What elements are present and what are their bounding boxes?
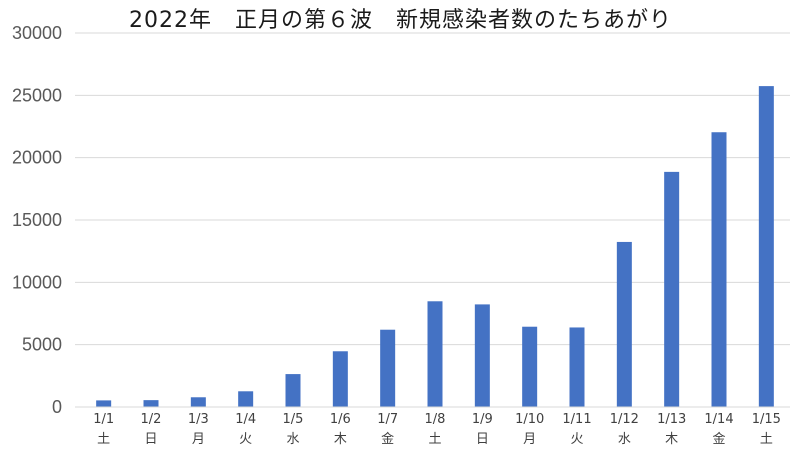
x-tick-label: 1/9 — [472, 412, 493, 427]
y-tick-label: 25000 — [12, 85, 62, 105]
chart-title: 2022年 正月の第６波 新規感染者数のたちあがり — [129, 8, 672, 33]
bar-1-5 — [285, 374, 301, 407]
y-axis-ticks: 0 5000 10000 15000 20000 25000 30000 — [12, 23, 62, 417]
y-tick-label: 15000 — [12, 210, 62, 230]
x-tick-label: 1/3 — [188, 412, 209, 427]
x-tick-label: 1/2 — [141, 412, 162, 427]
x-tick-label: 1/8 — [425, 412, 446, 427]
x-tick-label: 1/5 — [283, 412, 304, 427]
bar-1-12 — [616, 241, 632, 407]
x-tick-label: 1/11 — [562, 412, 591, 427]
bar-1-11 — [569, 327, 585, 407]
x-tick-label: 1/4 — [235, 412, 256, 427]
bar-1-7 — [380, 329, 396, 407]
bar-1-4 — [238, 391, 254, 407]
gridlines — [75, 32, 790, 346]
bar-1-10 — [522, 326, 538, 407]
bar-1-15 — [758, 86, 774, 407]
weekday-label: 火 — [570, 432, 583, 447]
bar-1-2 — [143, 400, 159, 407]
bar-1-3 — [190, 397, 206, 407]
y-tick-label: 10000 — [12, 272, 62, 292]
weekday-label: 月 — [192, 432, 205, 447]
x-axis-labels: 1/1 土 1/2 日 1/3 月 1/4 火 1/5 水 1/6 木 1/7 金 1/8 土 1/9 日 1/10… — [93, 412, 781, 447]
weekday-label: 水 — [286, 432, 299, 447]
bar-1-14 — [711, 132, 727, 407]
y-tick-label: 0 — [52, 397, 62, 417]
bar-1-9 — [474, 304, 490, 407]
weekday-label: 土 — [760, 432, 773, 447]
bar-1-6 — [332, 351, 348, 407]
weekday-label: 月 — [523, 432, 536, 447]
y-tick-label: 5000 — [22, 335, 62, 355]
weekday-label: 金 — [712, 431, 725, 447]
weekday-label: 土 — [428, 432, 441, 447]
weekday-label: 水 — [618, 432, 631, 447]
y-tick-label: 20000 — [12, 148, 62, 168]
x-tick-label: 1/6 — [330, 412, 351, 427]
weekday-label: 金 — [381, 431, 394, 447]
x-tick-label: 1/10 — [515, 412, 544, 427]
weekday-label: 土 — [97, 432, 110, 447]
y-tick-label: 30000 — [12, 23, 62, 43]
weekday-label: 木 — [334, 432, 347, 447]
x-tick-label: 1/13 — [657, 412, 686, 427]
bar-1-13 — [664, 171, 680, 407]
weekday-label: 日 — [476, 432, 489, 447]
weekday-label: 木 — [665, 432, 678, 447]
bar-1-1 — [96, 400, 112, 407]
x-tick-label: 1/12 — [610, 412, 639, 427]
weekday-label: 火 — [239, 432, 252, 447]
weekday-label: 日 — [144, 432, 157, 447]
x-tick-label: 1/1 — [93, 412, 114, 427]
x-tick-label: 1/7 — [377, 412, 398, 427]
bars — [96, 86, 774, 407]
bar-1-8 — [427, 301, 443, 407]
x-tick-label: 1/15 — [752, 412, 781, 427]
x-tick-label: 1/14 — [704, 412, 733, 427]
